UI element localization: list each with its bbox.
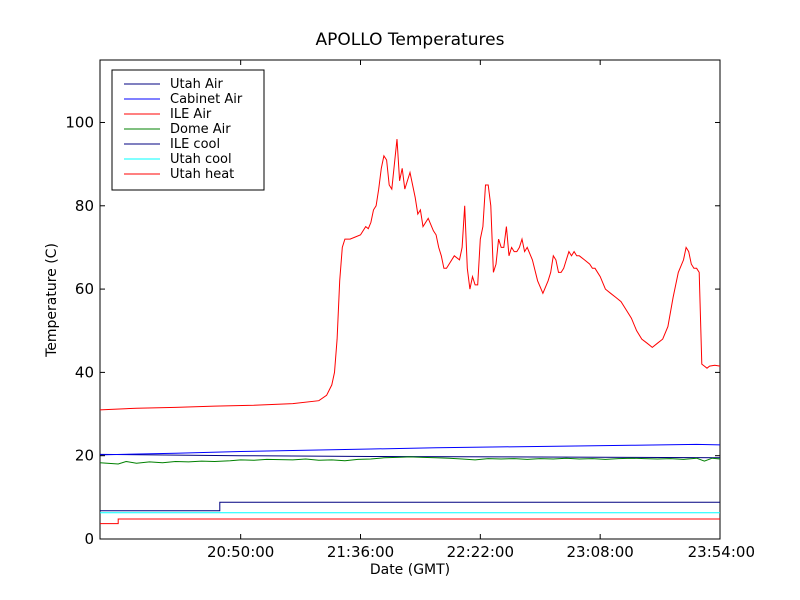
y-tick-label: 0 bbox=[84, 530, 94, 548]
series-line-ile-cool bbox=[100, 501, 720, 512]
y-tick-label: 60 bbox=[75, 280, 94, 298]
chart-title: APOLLO Temperatures bbox=[316, 30, 505, 50]
y-tick-label: 20 bbox=[75, 447, 94, 465]
x-tick-label: 20:50:00 bbox=[207, 543, 274, 561]
legend-label-utah-air: Utah Air bbox=[170, 77, 223, 92]
series-layer bbox=[99, 139, 721, 525]
legend-box bbox=[111, 69, 265, 191]
legend-label-utah-heat: Utah heat bbox=[170, 167, 234, 182]
legend-label-ile-air: ILE Air bbox=[170, 107, 212, 122]
series-line-utah-heat bbox=[100, 518, 720, 525]
series-line-utah-air bbox=[99, 453, 721, 459]
axis-ticks: 0 20 40 60 80 100 20:50:00 21:36:00 22:22:00 23:0… bbox=[65, 60, 755, 561]
y-tick-label: 100 bbox=[65, 113, 94, 131]
x-axis-label: Date (GMT) bbox=[370, 562, 450, 578]
legend-label-ile-cool: ILE cool bbox=[170, 137, 220, 152]
y-tick-label: 40 bbox=[75, 363, 94, 381]
y-axis-label: Temperature (C) bbox=[44, 243, 60, 358]
x-tick-label: 21:36:00 bbox=[327, 543, 394, 561]
legend-label-dome-air: Dome Air bbox=[170, 122, 231, 137]
series-line-dome-air bbox=[99, 456, 721, 465]
series-line-ile-air bbox=[99, 139, 721, 411]
legend-label-utah-cool: Utah cool bbox=[170, 152, 232, 167]
x-tick-label: 23:08:00 bbox=[566, 543, 633, 561]
y-tick-label: 80 bbox=[75, 197, 94, 215]
series-line-cabinet-air bbox=[99, 443, 721, 456]
legend-label-cabinet-air: Cabinet Air bbox=[170, 92, 243, 107]
x-tick-label: 22:22:00 bbox=[447, 543, 514, 561]
x-tick-label: 23:54:00 bbox=[688, 543, 755, 561]
